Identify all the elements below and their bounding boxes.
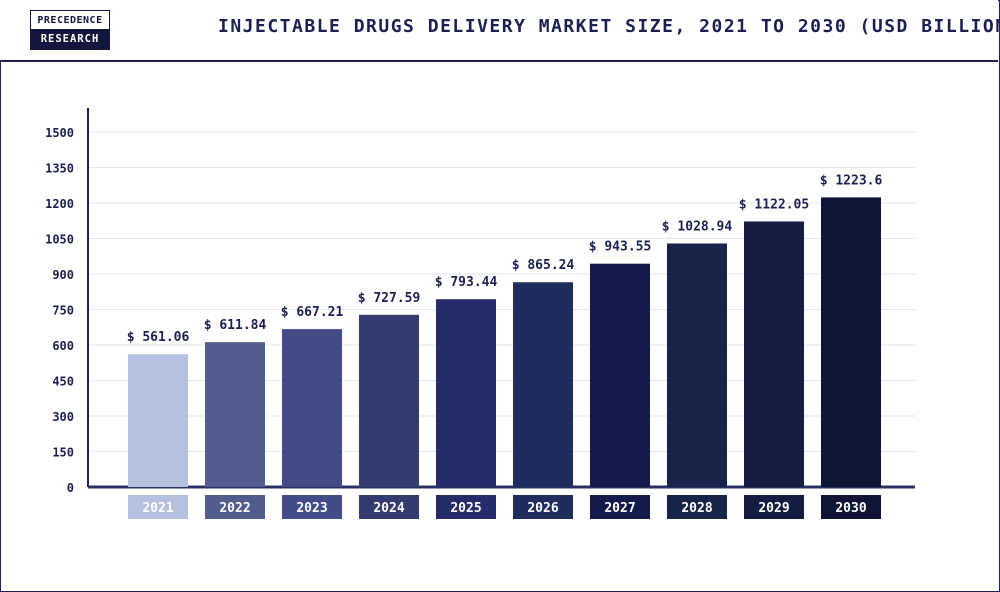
bar [667,243,727,487]
x-tick-label: 2029 [758,501,789,516]
y-tick-label: 0 [67,481,74,495]
data-label: $ 727.59 [358,291,421,306]
x-tick-box [513,495,573,519]
x-tick-box [282,495,342,519]
y-tick-label: 1050 [45,233,74,247]
x-tick-label: 2027 [604,501,635,516]
x-tick-label: 2028 [681,501,712,516]
y-tick-label: 1500 [45,126,74,140]
bar [821,197,881,487]
bar [359,314,419,487]
x-tick-label: 2022 [219,501,250,516]
x-tick-box [667,495,727,519]
x-tick-box [744,495,804,519]
header: PRECEDENCE RESEARCH INJECTABLE DRUGS DEL… [0,0,1000,62]
x-tick-box [359,495,419,519]
bar-chart: 0 150 300 450 600 750 900 1050 1200 1350 1500 $ 561… [45,108,915,519]
y-tick-label: 450 [52,375,74,389]
data-label: $ 561.06 [127,330,190,345]
bar [744,221,804,487]
brand-logo-line2: RESEARCH [31,29,109,49]
bar [436,299,496,487]
bar [282,329,342,487]
data-label: $ 667.21 [281,305,344,320]
chart-title: INJECTABLE DRUGS DELIVERY MARKET SIZE, 2… [218,16,1000,37]
y-tick-label: 750 [52,304,74,318]
bar [205,342,265,487]
y-tick-label: 900 [52,268,74,282]
data-label: $ 793.44 [435,275,498,290]
x-tick-label: 2026 [527,501,558,516]
y-tick-label: 600 [52,339,74,353]
brand-logo-line1: PRECEDENCE [31,11,109,29]
y-tick-label: 1200 [45,197,74,211]
y-tick-label: 300 [52,410,74,424]
data-label: $ 1028.94 [662,219,733,234]
bar [128,354,188,487]
bar [590,263,650,487]
x-tick-label: 2021 [142,501,173,516]
y-tick-label: 150 [52,446,74,460]
x-tick-label: 2023 [296,501,327,516]
brand-logo: PRECEDENCE RESEARCH [30,10,110,50]
x-tick-box [821,495,881,519]
x-tick-label: 2025 [450,501,481,516]
data-label: $ 1122.05 [739,197,809,212]
data-label: $ 943.55 [589,240,652,255]
x-tick-label: 2030 [835,501,866,516]
x-tick-box [436,495,496,519]
x-tick-label: 2024 [373,501,404,516]
x-tick-box [590,495,650,519]
data-label: $ 1223.6 [820,173,883,188]
data-label: $ 865.24 [512,258,575,273]
x-tick-box [128,495,188,519]
bar [513,282,573,487]
data-label: $ 611.84 [204,318,267,333]
y-tick-label: 1350 [45,162,74,176]
x-tick-box [205,495,265,519]
